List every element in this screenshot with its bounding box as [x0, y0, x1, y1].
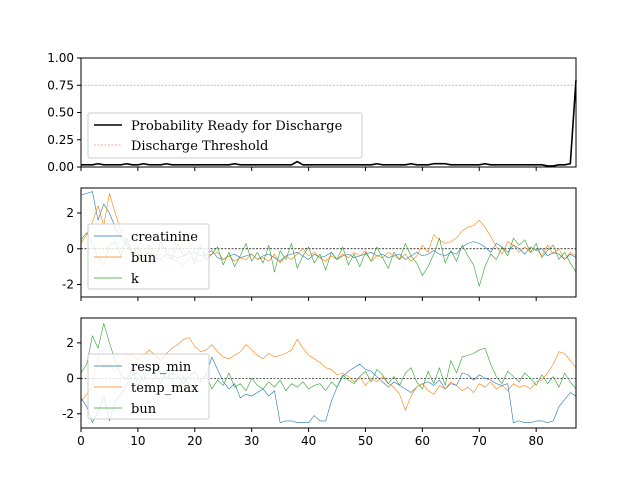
y-tick-label: -2 — [62, 277, 74, 291]
x-tick-label: 40 — [301, 434, 316, 448]
subplot-2: -2 0 2 creatinine bun k — [62, 187, 577, 301]
y-tick-label: 0.50 — [47, 106, 74, 120]
legend-box — [87, 112, 363, 159]
y-tick-label: 2 — [66, 336, 74, 350]
legend-label: bun — [131, 402, 157, 417]
legend-label: Probability Ready for Discharge — [131, 119, 343, 134]
x-tick-label: 50 — [358, 434, 373, 448]
subplot-1: 0.00 0.25 0.50 0.75 1.00 Probability Ready fo… — [47, 51, 577, 174]
x-tick-label: 80 — [529, 434, 544, 448]
legend-label: k — [131, 272, 139, 287]
y-tick-label: 0 — [66, 371, 74, 385]
y-tick-label: 0.75 — [47, 78, 74, 92]
legend-label: temp_max — [131, 381, 199, 396]
legend-label: creatinine — [131, 230, 198, 245]
y-tick-label: 0.00 — [47, 160, 74, 174]
axes-frame — [80, 317, 577, 429]
y-tick-label: 0 — [66, 242, 74, 256]
x-tick-label: 0 — [77, 434, 85, 448]
y-tick-label: 0.25 — [47, 133, 74, 147]
y-tick-label: 1.00 — [47, 51, 74, 65]
series-line-Probability Ready for Discharge — [81, 79, 577, 167]
y-tick-label: 2 — [66, 206, 74, 220]
legend-label: bun — [131, 251, 157, 266]
legend-label: Discharge Threshold — [131, 139, 268, 154]
y-tick-label: -2 — [62, 407, 74, 421]
x-tick-label: 20 — [187, 434, 202, 448]
axes-frame — [80, 187, 577, 298]
x-tick-label: 70 — [472, 434, 487, 448]
legend-box — [87, 353, 210, 420]
legend-label: resp_min — [131, 360, 192, 375]
x-tick-label: 30 — [244, 434, 259, 448]
legend-box — [87, 223, 210, 290]
x-tick-label: 10 — [130, 434, 145, 448]
x-tick-label: 60 — [415, 434, 430, 448]
